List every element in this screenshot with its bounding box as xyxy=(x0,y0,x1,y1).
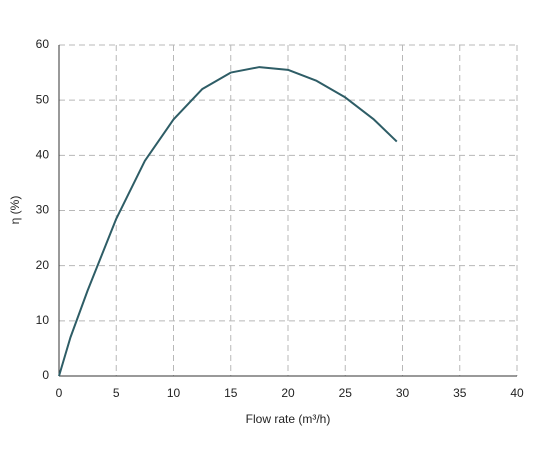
x-tick-label: 35 xyxy=(453,386,467,400)
y-tick-label: 40 xyxy=(36,148,50,162)
y-tick-label: 30 xyxy=(36,203,50,217)
y-axis-label: η (%) xyxy=(8,196,22,225)
y-tick-label: 20 xyxy=(36,258,50,272)
x-tick-label: 10 xyxy=(167,386,181,400)
y-tick-label: 50 xyxy=(36,92,50,106)
y-tick-label: 0 xyxy=(42,368,49,382)
x-tick-label: 15 xyxy=(224,386,238,400)
y-tick-label: 10 xyxy=(36,313,50,327)
x-axis-label: Flow rate (m³/h) xyxy=(246,412,331,426)
x-tick-label: 40 xyxy=(510,386,524,400)
line xyxy=(58,66,398,377)
x-tick-label: 30 xyxy=(396,386,410,400)
x-tick-label: 0 xyxy=(56,386,63,400)
x-tick-label: 20 xyxy=(281,386,295,400)
y-tick-label: 60 xyxy=(36,37,50,51)
x-tick-label: 25 xyxy=(339,386,353,400)
x-tick-label: 5 xyxy=(113,386,120,400)
